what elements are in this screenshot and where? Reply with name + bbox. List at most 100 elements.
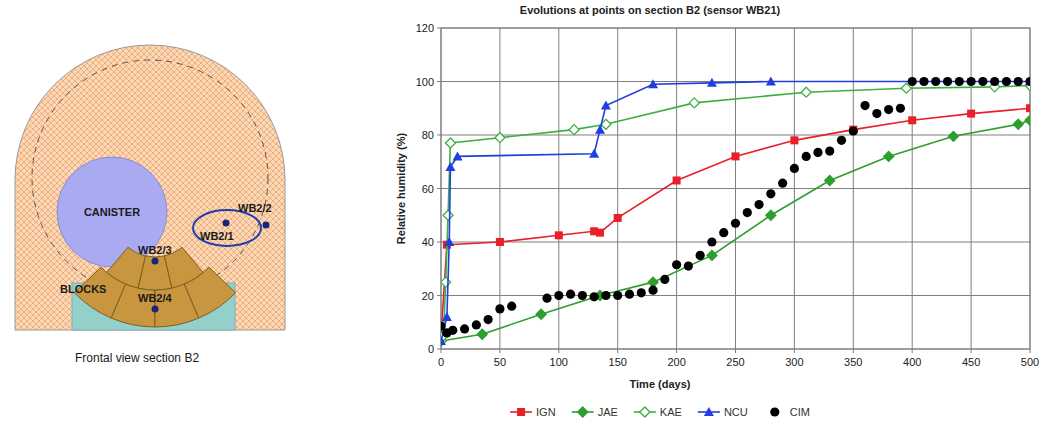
tick-label: 60 [422,183,434,195]
data-point [673,176,681,184]
legend-label: NCU [724,406,748,418]
data-point [731,219,740,228]
tick [794,349,795,353]
tick [617,349,618,353]
plot-frame [441,28,1030,349]
data-point [707,78,717,87]
data-point [452,151,462,160]
data-point [672,260,681,269]
grid-line [676,28,677,349]
tick [437,135,441,136]
sensor-dot [152,258,159,265]
data-point [637,288,646,297]
data-point [441,277,451,287]
dashed-circle [32,60,268,296]
data-point [445,138,455,148]
data-point [460,324,469,333]
tick [735,349,736,353]
grid-line [735,28,736,349]
tick-label: 250 [726,356,744,368]
data-point [601,291,610,300]
tick-label: 500 [1021,356,1039,368]
data-point [955,77,964,86]
legend-marker [704,407,714,416]
data-point [472,320,481,329]
data-point [978,77,987,86]
data-point [766,77,776,86]
tick [437,242,441,243]
data-point [542,294,551,303]
data-point [908,116,916,124]
data-point [554,291,563,300]
legend-item: KAE [634,406,682,418]
tick-label: 40 [422,236,434,248]
sensor-label: WB2/4 [138,292,173,304]
data-point [596,229,604,237]
data-point [696,251,705,260]
data-point [660,275,669,284]
caption: Frontal view section B2 [75,351,199,365]
tick [437,349,441,350]
data-point [601,101,611,110]
series-line [441,86,1030,341]
data-point [1025,115,1030,125]
tick-label: 100 [416,76,434,88]
data-point [778,179,787,188]
data-point [555,231,563,239]
data-point [648,286,657,295]
title: Evolutions at points on section B2 (sens… [520,4,781,16]
data-point [802,152,811,161]
blocks-label: BLOCKS [60,283,106,295]
data-point [825,175,835,185]
sensor-dot [223,220,230,227]
sensor-label: WB2/1 [200,230,234,242]
axis-title: Time (days) [630,378,691,390]
data-point [732,152,740,160]
data-point [967,77,976,86]
data-point [477,329,487,339]
tick-label: 300 [785,356,803,368]
data-point [613,291,622,300]
data-point [1025,77,1030,86]
tick-label: 20 [422,290,434,302]
data-point [766,210,776,220]
grid-line [912,28,913,349]
legend-label: JAE [598,406,618,418]
data [441,77,1030,346]
tick [441,349,442,353]
data-point [648,79,658,88]
data-point [684,261,693,270]
tick-label: 120 [416,22,434,34]
data-point [536,309,546,319]
data-point [569,125,579,135]
legend-label: KAE [660,406,682,418]
tick [437,295,441,296]
data-point [1002,77,1011,86]
data-point [448,326,457,335]
tick [437,28,441,29]
data-point [625,290,634,299]
data-point [990,77,999,86]
data-point [919,77,928,86]
data-point [495,133,505,143]
series-line [441,120,1030,341]
data-point [566,290,575,299]
series-line [441,82,1030,341]
data-point [441,336,446,345]
legend-item: IGN [510,406,556,418]
data-point [849,126,858,135]
data-point [496,238,504,246]
data-point [896,104,905,113]
legend: IGNJAEKAENCUCIM [510,406,810,418]
tick-label: 350 [844,356,862,368]
tick-label: 450 [962,356,980,368]
axis-title: Relative humidity (%) [395,133,407,245]
data-point [707,237,716,246]
data-point [1013,119,1023,129]
data-point [766,189,775,198]
legend-item: JAE [572,406,618,418]
sensor-label: WB2/2 [238,202,272,214]
tick-label: 200 [667,356,685,368]
data-point [813,148,822,157]
tick [971,349,972,353]
